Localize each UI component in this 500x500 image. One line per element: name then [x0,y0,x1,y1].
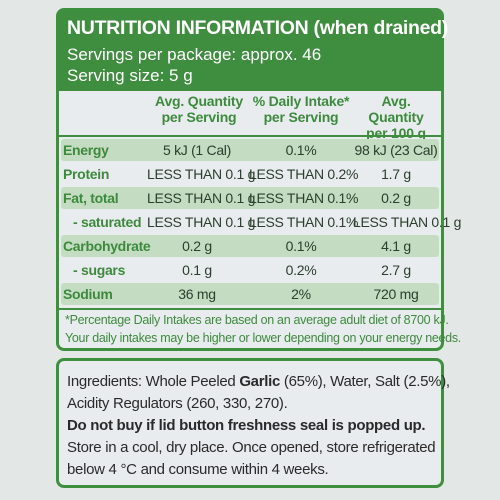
per-serving-value: 5 kJ (1 Cal) [163,142,231,158]
table-top-rule [59,135,441,137]
ingredients-line-2: Acidity Regulators (260, 330, 270). [67,395,288,412]
servings-per-package: Servings per package: approx. 46 [67,45,322,64]
per-100g-value: LESS THAN 0.1 g [353,214,462,230]
ingredient-garlic: Garlic [239,373,281,390]
daily-intake-value: LESS THAN 0.1% [249,190,359,206]
daily-intake-value: 0.1% [285,142,317,158]
nutrient-name: Protein [63,166,110,182]
daily-intake-value: LESS THAN 0.1% [249,214,359,230]
daily-intake-value: 0.2% [285,262,317,278]
per-serving-value: 0.2 g [182,238,212,254]
column-header-daily-intake: % Daily Intake* per Serving [249,93,353,137]
per-100g-value: 4.1 g [381,238,411,254]
footnote-daily-intake: *Percentage Daily Intakes are based on a… [65,313,449,327]
nutrient-name: - saturated [73,214,142,230]
column-header-line: per 100 g [366,125,426,141]
per-100g-value: 98 kJ (23 Cal) [354,142,438,158]
per-serving-value: LESS THAN 0.1 g [147,190,256,206]
nutrient-name: Sodium [63,286,113,302]
daily-intake-value: LESS THAN 0.2% [249,166,359,182]
per-100g-value: 2.7 g [381,262,411,278]
column-header-per-100g: Avg. Quantity per 100 g [353,93,439,141]
column-header-line: % Daily Intake* [252,93,350,109]
freshness-seal-warning: Do not buy if lid button freshness seal … [67,417,426,434]
ingredients-prefix: Ingredients: Whole Peeled [67,373,240,390]
table-bottom-rule [59,308,441,310]
per-serving-value: LESS THAN 0.1 g [147,214,256,230]
per-serving-value: 0.1 g [182,262,212,278]
nutrient-name: - sugars [73,262,126,278]
table-row: Carbohydrate 0.2 g 0.1% 4.1 g [61,235,439,257]
ingredients-line-1: Ingredients: Whole Peeled Garlic (65%), … [67,373,450,390]
nutrition-header: NUTRITION INFORMATION (when drained) Ser… [59,11,448,91]
storage-instructions-1: Store in a cool, dry place. Once opened,… [67,439,436,456]
nutrient-name: Fat, total [63,190,119,206]
table-row: Protein LESS THAN 0.1 g LESS THAN 0.2% 1… [61,163,439,185]
serving-size: Serving size: 5 g [67,66,193,85]
nutrient-name: Carbohydrate [63,238,151,254]
per-serving-value: LESS THAN 0.1 g [147,166,256,182]
column-header-per-serving: Avg. Quantity per Serving [151,93,247,137]
storage-instructions-2: below 4 °C and consume within 4 weeks. [67,461,329,478]
daily-intake-value: 0.1% [285,238,317,254]
ingredients-panel: Ingredients: Whole Peeled Garlic (65%), … [56,358,450,488]
table-row: Sodium 36 mg 2% 720 mg [61,283,439,305]
per-serving-value: 36 mg [178,286,216,302]
per-100g-value: 1.7 g [381,166,411,182]
nutrition-panel: NUTRITION INFORMATION (when drained) Ser… [56,8,462,351]
table-row: Fat, total LESS THAN 0.1 g LESS THAN 0.1… [61,187,439,209]
per-100g-value: 720 mg [373,286,419,302]
table-row: - saturated LESS THAN 0.1 g LESS THAN 0.… [61,211,462,233]
column-header-line: Avg. Quantity [368,93,424,125]
table-row: Energy 5 kJ (1 Cal) 0.1% 98 kJ (23 Cal) [61,139,439,161]
nutrition-title: NUTRITION INFORMATION (when drained) [67,17,448,39]
nutrient-name: Energy [63,142,109,158]
table-row: - sugars 0.1 g 0.2% 2.7 g [61,259,439,281]
ingredients-suffix: (65%), Water, Salt (2.5%), [280,373,450,390]
column-header-line: per Serving [263,109,339,125]
daily-intake-value: 2% [291,286,311,302]
column-header-line: Avg. Quantity [155,93,243,109]
footnote-energy-needs: Your daily intakes may be higher or lowe… [65,331,461,345]
per-100g-value: 0.2 g [381,190,411,206]
column-header-line: per Serving [161,109,237,125]
